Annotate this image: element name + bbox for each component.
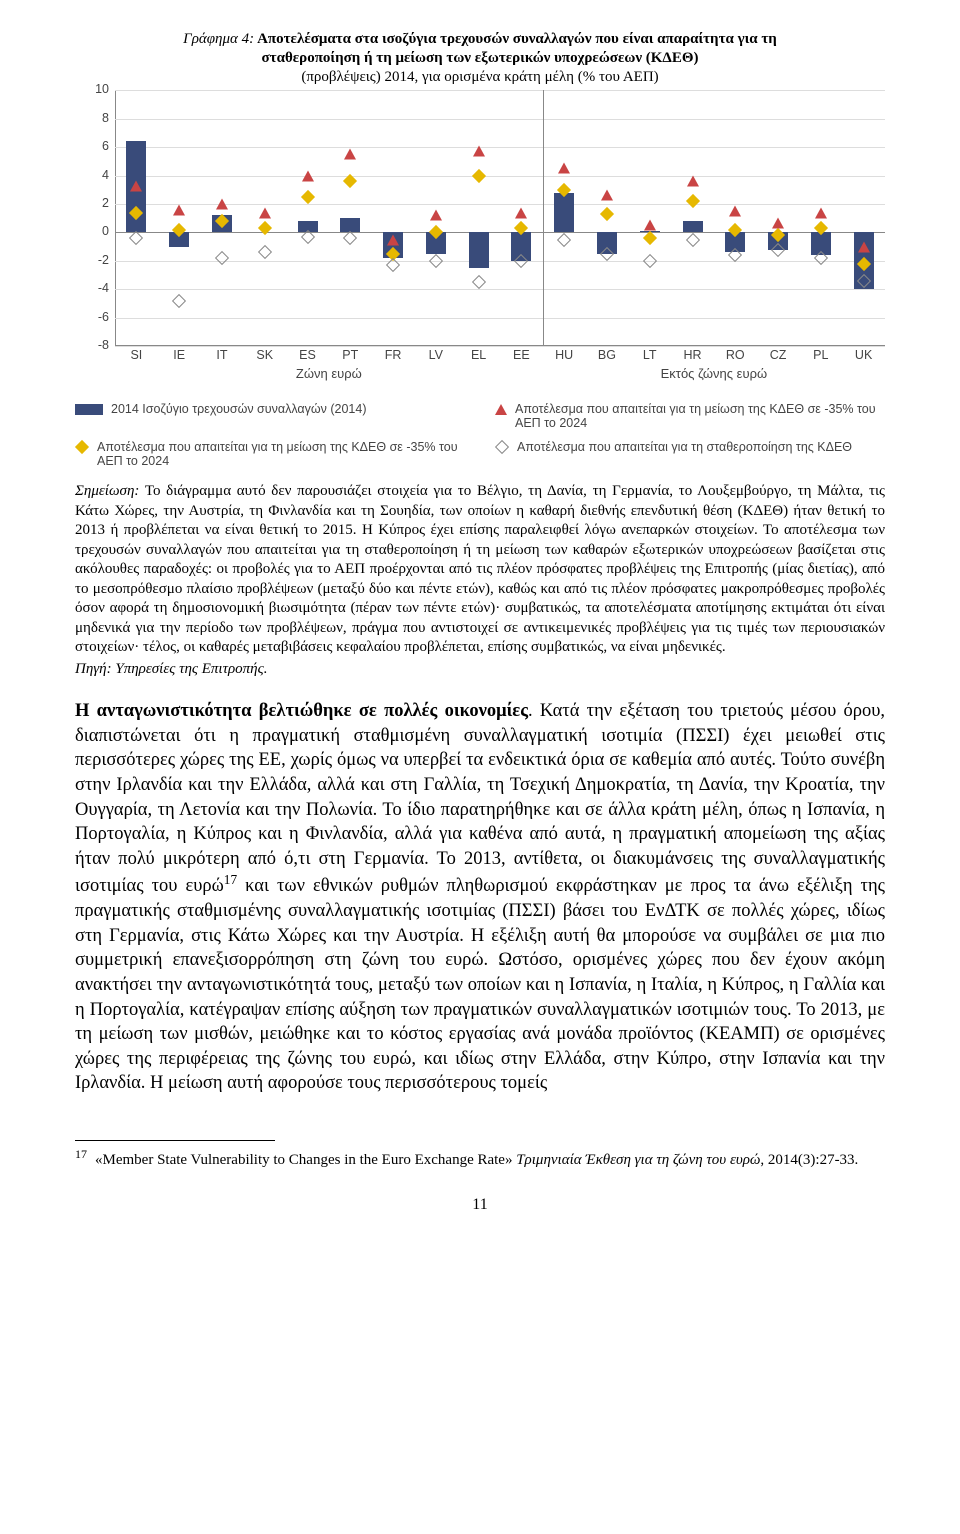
gridline [115, 204, 885, 205]
marker-tri [387, 234, 399, 245]
legend-swatch-bar [75, 404, 103, 415]
figure-label: Γράφημα 4: [183, 31, 254, 47]
body-after-fn: και των εθνικών ρυθμών πληθωρισμού εκφρά… [75, 877, 885, 1094]
bar [683, 221, 703, 232]
gridline [115, 90, 885, 91]
marker-tri [515, 207, 527, 218]
y-tick-label: 2 [75, 196, 109, 210]
footnote-text-b: , 2014(3):27-33. [760, 1152, 858, 1168]
legend-label-bar: 2014 Ισοζύγιο τρεχουσών συναλλαγών (2014… [111, 402, 366, 416]
legend-item-dia: Αποτέλεσμα που απαιτείται για τη μείωση … [75, 440, 465, 468]
x-tick-label: IT [216, 348, 227, 362]
note-lead: Σημείωση: [75, 483, 139, 499]
marker-tri [687, 176, 699, 187]
x-tick-label: HR [683, 348, 701, 362]
marker-tri [473, 146, 485, 157]
gridline [115, 261, 885, 262]
marker-tri [259, 207, 271, 218]
footnote-text-a: «Member State Vulnerability to Changes i… [95, 1152, 516, 1168]
y-tick-label: 8 [75, 111, 109, 125]
marker-tri [601, 190, 613, 201]
marker-tri [173, 204, 185, 215]
chart: -8-6-4-20246810Ζώνη ευρώΕκτός ζώνης ευρώ… [75, 90, 885, 380]
figure-title-line1: Αποτελέσματα στα ισοζύγια τρεχουσών συνα… [254, 31, 777, 47]
gridline [115, 176, 885, 177]
section-heading: Η ανταγωνιστικότητα βελτιώθηκε σε πολλές… [75, 701, 528, 721]
bar [554, 193, 574, 233]
bar [469, 232, 489, 268]
figure-title: Γράφημα 4: Αποτελέσματα στα ισοζύγια τρε… [75, 30, 885, 86]
marker-tri [302, 170, 314, 181]
footnote-text-italic: Τριμηνιαία Έκθεση για τη ζώνη του ευρώ [516, 1152, 760, 1168]
x-tick-label: FR [385, 348, 402, 362]
x-tick-label: LT [643, 348, 657, 362]
x-tick-label: IE [173, 348, 185, 362]
marker-tri [858, 241, 870, 252]
legend-item-bar: 2014 Ισοζύγιο τρεχουσών συναλλαγών (2014… [75, 402, 465, 430]
x-tick-label: PT [342, 348, 358, 362]
body-text: Η ανταγωνιστικότητα βελτιώθηκε σε πολλές… [75, 699, 885, 1096]
legend-item-odia: Αποτέλεσμα που απαιτείται για τη σταθερο… [495, 440, 885, 468]
zone-label-euro: Ζώνη ευρώ [296, 366, 362, 381]
x-tick-label: LV [429, 348, 443, 362]
zone-label-noneuro: Εκτός ζώνης ευρώ [661, 366, 767, 381]
y-tick-label: 6 [75, 139, 109, 153]
marker-tri [130, 180, 142, 191]
note-source-label: Πηγή: [75, 661, 112, 677]
x-tick-label: RO [726, 348, 745, 362]
figure-title-line2: σταθεροποίηση ή τη μείωση των εξωτερικών… [262, 50, 699, 66]
marker-tri [815, 207, 827, 218]
x-tick-label: PL [813, 348, 828, 362]
footnote-17: 17 «Member State Vulnerability to Changes… [75, 1147, 885, 1171]
note-body: Το διάγραμμα αυτό δεν παρουσιάζει στοιχε… [75, 483, 885, 655]
group-separator [543, 90, 544, 346]
x-tick-label: CZ [770, 348, 787, 362]
x-tick-label: SI [130, 348, 142, 362]
y-tick-label: -6 [75, 310, 109, 324]
marker-tri [558, 163, 570, 174]
y-tick-label: 4 [75, 168, 109, 182]
note-source-text: Υπηρεσίες της Επιτροπής. [112, 661, 268, 677]
figure-note: Σημείωση: Το διάγραμμα αυτό δεν παρουσιά… [75, 482, 885, 679]
legend-item-tri: Αποτέλεσμα που απαιτείται για τη μείωση … [495, 402, 885, 430]
marker-tri [430, 210, 442, 221]
legend-label-tri: Αποτέλεσμα που απαιτείται για τη μείωση … [515, 402, 885, 430]
marker-tri [772, 217, 784, 228]
legend-swatch-open-diamond [495, 440, 509, 454]
gridline [115, 289, 885, 290]
x-tick-label: HU [555, 348, 573, 362]
footnote-separator [75, 1140, 275, 1141]
body-before-fn: . Κατά την εξέταση του τριετούς μέσου όρ… [75, 701, 885, 896]
x-tick-label: ES [299, 348, 316, 362]
y-tick-label: 10 [75, 82, 109, 96]
legend-label-dia: Αποτέλεσμα που απαιτείται για τη μείωση … [97, 440, 465, 468]
x-tick-label: UK [855, 348, 872, 362]
y-tick-label: -8 [75, 338, 109, 352]
legend-swatch-diamond [75, 440, 89, 454]
legend-swatch-triangle [495, 404, 507, 415]
figure-title-line3: (προβλέψεις) 2014, για ορισμένα κράτη μέ… [301, 69, 658, 85]
marker-tri [344, 149, 356, 160]
x-tick-label: SK [256, 348, 273, 362]
footnote-number: 17 [75, 1147, 87, 1161]
gridline [115, 346, 885, 347]
gridline [115, 119, 885, 120]
page-number: 11 [75, 1196, 885, 1214]
y-tick-label: -2 [75, 253, 109, 267]
legend-label-odia: Αποτέλεσμα που απαιτείται για τη σταθερο… [517, 440, 852, 454]
gridline [115, 147, 885, 148]
marker-tri [216, 199, 228, 210]
gridline [115, 318, 885, 319]
y-tick-label: -4 [75, 281, 109, 295]
footnote-ref-17: 17 [224, 872, 237, 887]
y-tick-label: 0 [75, 224, 109, 238]
marker-tri [644, 220, 656, 231]
chart-legend: 2014 Ισοζύγιο τρεχουσών συναλλαγών (2014… [75, 402, 885, 468]
x-tick-label: EE [513, 348, 530, 362]
x-tick-label: BG [598, 348, 616, 362]
marker-tri [729, 206, 741, 217]
x-tick-label: EL [471, 348, 486, 362]
